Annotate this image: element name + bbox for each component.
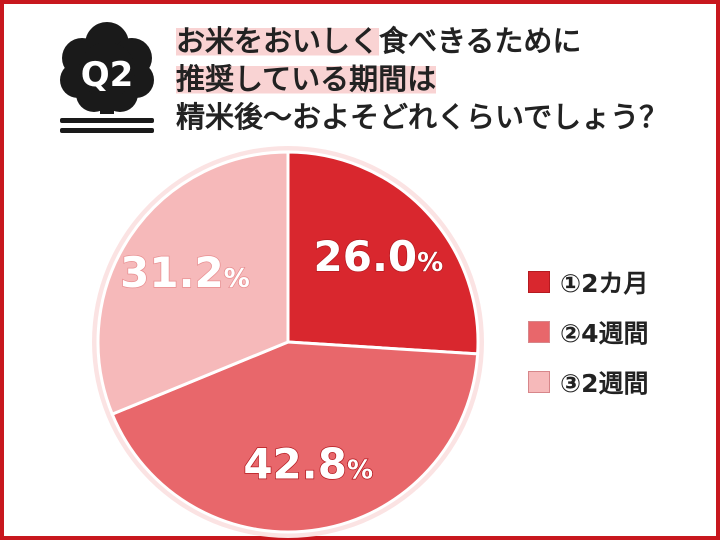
- pie-slice: [96, 150, 290, 417]
- legend-swatch: [528, 371, 550, 393]
- legend-item: ③2週間: [528, 368, 649, 398]
- pie-slice: [110, 340, 480, 534]
- legend-item: ①2カ月: [528, 268, 649, 298]
- legend-swatch: [528, 271, 550, 293]
- slice-value-label: 31.2%: [120, 248, 250, 297]
- legend-label: ①2カ月: [560, 269, 649, 298]
- title-line-3: 精米後〜およそどれくらいでしょう？: [176, 100, 669, 134]
- q2-label: Q2: [81, 55, 134, 95]
- legend: ①2カ月 ②4週間 ③2週間: [528, 268, 649, 418]
- title-highlight-2: 推奨している期間は: [176, 62, 437, 96]
- title-line-1-rest: 食べきるために: [379, 24, 582, 58]
- legend-label: ③2週間: [560, 369, 649, 398]
- legend-label: ②4週間: [560, 319, 649, 348]
- title-line-2: 推奨している期間は: [176, 60, 668, 98]
- legend-swatch: [528, 321, 550, 343]
- pie-slice: [286, 150, 480, 356]
- slice-value-label: 26.0%: [314, 232, 444, 281]
- legend-item: ②4週間: [528, 318, 649, 348]
- question-title: お米をおいしく食べきるために 推奨している期間は 精米後〜およそどれくらいでしょ…: [176, 22, 668, 136]
- title-line-1: お米をおいしく食べきるために: [176, 22, 668, 60]
- title-highlight-1: お米をおいしく: [176, 24, 380, 58]
- slice-value-label: 42.8%: [243, 439, 373, 488]
- q2-cloud-icon: Q2: [60, 22, 154, 133]
